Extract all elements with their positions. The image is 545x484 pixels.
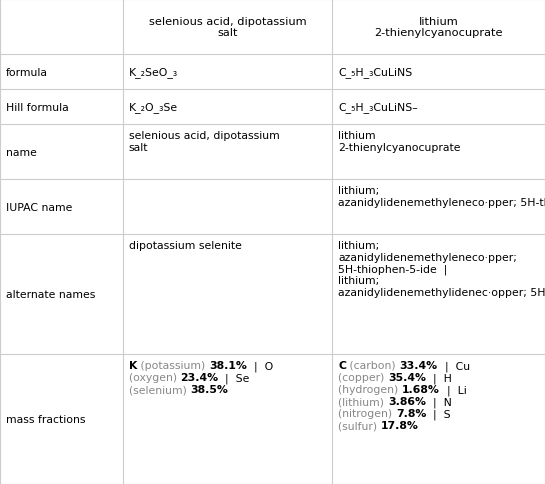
Text: 38.5%: 38.5% bbox=[190, 384, 228, 394]
Text: |  S: | S bbox=[426, 408, 451, 419]
Text: 1.68%: 1.68% bbox=[402, 384, 440, 394]
Text: selenious acid, dipotassium
salt: selenious acid, dipotassium salt bbox=[149, 16, 306, 38]
Text: (carbon): (carbon) bbox=[347, 360, 399, 370]
Text: 38.1%: 38.1% bbox=[209, 360, 247, 370]
Text: mass fractions: mass fractions bbox=[6, 414, 86, 424]
Text: (copper): (copper) bbox=[338, 372, 389, 382]
Text: (sulfur): (sulfur) bbox=[338, 421, 381, 431]
Text: (potassium): (potassium) bbox=[137, 360, 209, 370]
Text: dipotassium selenite: dipotassium selenite bbox=[129, 241, 241, 251]
Text: K_₂SeO_₃: K_₂SeO_₃ bbox=[129, 67, 178, 78]
Text: lithium
2-thienylcyanocuprate: lithium 2-thienylcyanocuprate bbox=[374, 16, 503, 38]
Text: lithium
2-thienylcyanocuprate: lithium 2-thienylcyanocuprate bbox=[338, 131, 461, 152]
Text: |  Se: | Se bbox=[219, 372, 250, 383]
Text: |  O: | O bbox=[247, 360, 273, 371]
Text: 23.4%: 23.4% bbox=[180, 372, 219, 382]
Text: alternate names: alternate names bbox=[6, 289, 95, 300]
Text: lithium;
azanidylidenemethyleneco·pper; 5H-thiophen-5-ide: lithium; azanidylidenemethyleneco·pper; … bbox=[338, 186, 545, 207]
Text: C_₅H_₃CuLiNS–: C_₅H_₃CuLiNS– bbox=[338, 102, 418, 113]
Text: C_₅H_₃CuLiNS: C_₅H_₃CuLiNS bbox=[338, 67, 413, 78]
Text: (nitrogen): (nitrogen) bbox=[338, 408, 396, 419]
Text: |  Li: | Li bbox=[440, 384, 467, 395]
Text: (hydrogen): (hydrogen) bbox=[338, 384, 402, 394]
Text: lithium;
azanidylidenemethyleneco·pper;
5H-thiophen-5-ide  |
lithium;
azanidylid: lithium; azanidylidenemethyleneco·pper; … bbox=[338, 241, 545, 297]
Text: 3.86%: 3.86% bbox=[388, 396, 426, 407]
Text: (lithium): (lithium) bbox=[338, 396, 388, 407]
Text: |  N: | N bbox=[426, 396, 452, 407]
Text: |  Cu: | Cu bbox=[438, 360, 470, 371]
Text: 17.8%: 17.8% bbox=[381, 421, 419, 431]
Text: formula: formula bbox=[6, 67, 48, 77]
Text: 7.8%: 7.8% bbox=[396, 408, 426, 419]
Text: K_₂O_₃Se: K_₂O_₃Se bbox=[129, 102, 178, 113]
Text: 33.4%: 33.4% bbox=[399, 360, 438, 370]
Text: K: K bbox=[129, 360, 137, 370]
Text: (selenium): (selenium) bbox=[129, 384, 190, 394]
Text: Hill formula: Hill formula bbox=[6, 102, 69, 112]
Text: name: name bbox=[6, 147, 37, 157]
Text: |  H: | H bbox=[426, 372, 452, 383]
Text: 35.4%: 35.4% bbox=[389, 372, 426, 382]
Text: selenious acid, dipotassium
salt: selenious acid, dipotassium salt bbox=[129, 131, 280, 152]
Text: C: C bbox=[338, 360, 347, 370]
Text: (oxygen): (oxygen) bbox=[129, 372, 180, 382]
Text: IUPAC name: IUPAC name bbox=[6, 202, 72, 212]
